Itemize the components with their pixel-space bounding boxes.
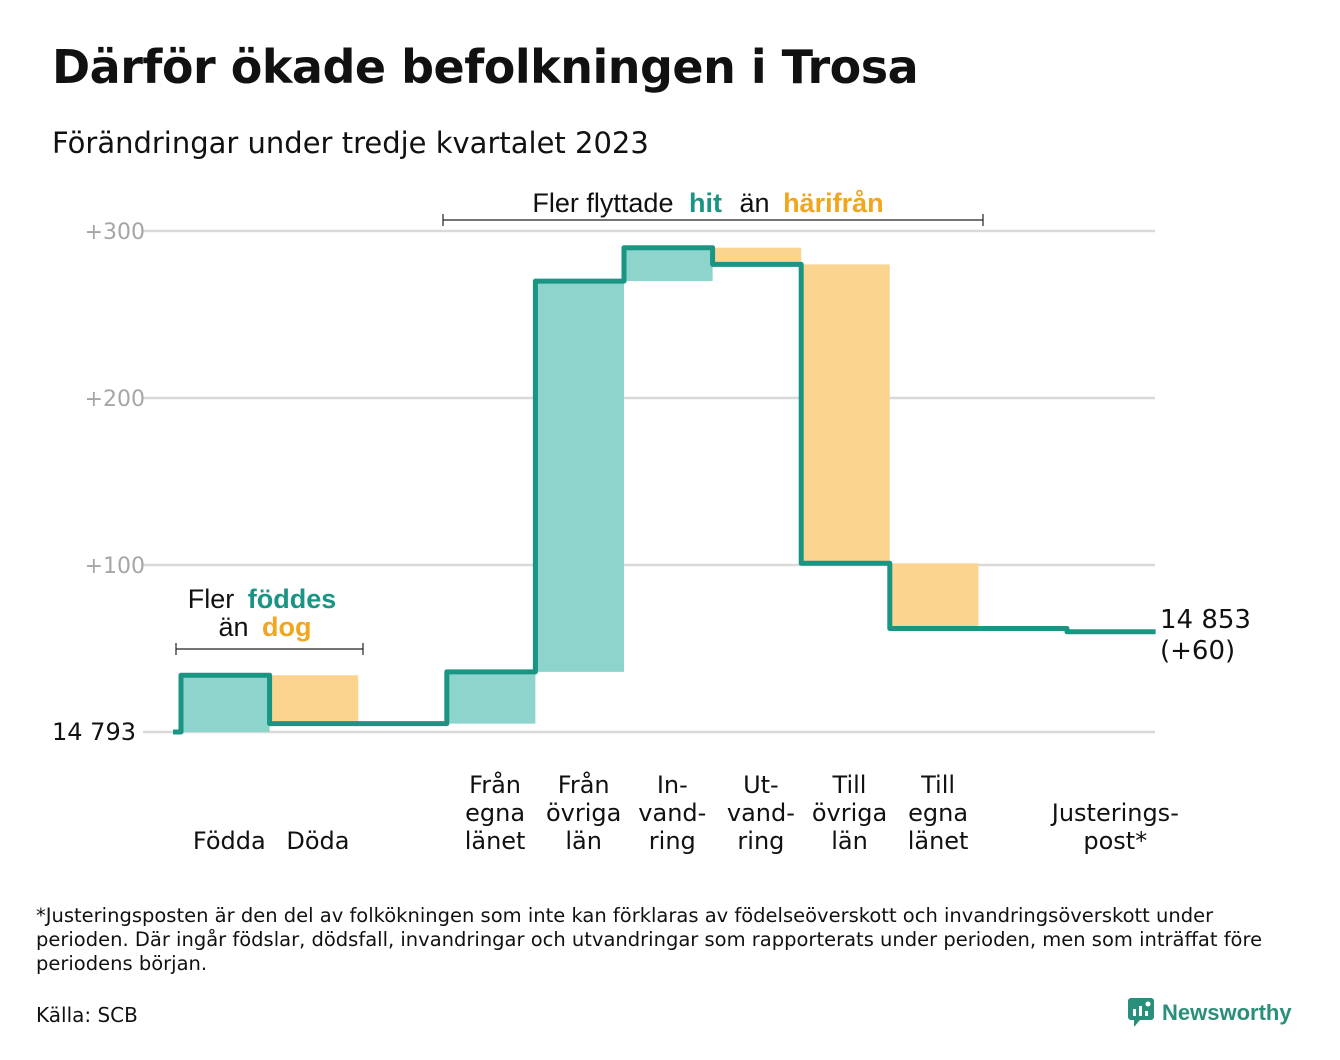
births-annotation-bracket: [175, 643, 364, 655]
start-value-label: 14 793: [52, 718, 136, 746]
newsworthy-logo-text: Newsworthy: [1162, 1000, 1292, 1025]
chart-title: Därför ökade befolkningen i Trosa: [52, 40, 919, 94]
category-label: län: [831, 827, 868, 855]
category-label: ring: [737, 827, 784, 855]
births-annotation-line2: än dog: [218, 612, 311, 642]
category-label: Till: [832, 771, 867, 799]
category-label: Från: [558, 770, 610, 799]
bar-6: [712, 247, 802, 265]
births-annotation-middle: än: [218, 612, 248, 642]
births-annotation-line1: Fler föddes: [188, 584, 337, 614]
y-tick-label: +300: [85, 220, 145, 245]
migration-annotation-middle: än: [740, 188, 770, 218]
migration-annotation-highlight: hit: [689, 188, 722, 218]
category-label: län: [565, 827, 602, 855]
category-label: ring: [649, 827, 696, 855]
newsworthy-logo-icon: [1128, 998, 1154, 1027]
category-label: In-: [657, 771, 688, 799]
category-label: Till: [920, 771, 955, 799]
births-annotation-prefix: Fler: [188, 584, 235, 614]
migration-annotation-bracket: [442, 214, 984, 226]
migration-annotation: Fler flyttade hit än härifrån: [532, 188, 883, 218]
bar-4: [535, 281, 624, 672]
bars-layer: [181, 247, 979, 732]
category-label: Döda: [286, 827, 349, 855]
category-label: länet: [908, 827, 969, 855]
line-layer: [173, 245, 1156, 735]
category-label: Från: [469, 770, 521, 799]
bar-3: [446, 671, 536, 724]
source-label: Källa: SCB: [36, 1003, 138, 1027]
category-label: egna: [465, 799, 525, 827]
bar-0: [181, 675, 270, 732]
category-label: Födda: [193, 827, 266, 855]
grid-layer: [143, 229, 1155, 734]
bar-7: [801, 264, 890, 564]
y-tick-label: +100: [85, 554, 145, 579]
chart-subtitle: Förändringar under tredje kvartalet 2023: [52, 126, 649, 160]
end-value-label: 14 853: [1160, 605, 1251, 635]
footnote: *Justeringsposten är den del av folkökni…: [36, 904, 1263, 975]
category-label: Ut-: [743, 771, 779, 799]
category-label: post*: [1083, 827, 1147, 855]
category-label: vand-: [727, 799, 795, 827]
y-tick-label: +200: [85, 387, 145, 412]
category-label: länet: [465, 827, 526, 855]
category-label: Justerings-: [1050, 799, 1179, 827]
births-annotation-highlight: föddes: [248, 584, 337, 614]
annotations-layer: Fler föddes än dog Fler flyttade hit än …: [175, 188, 984, 655]
category-label: övriga: [546, 799, 621, 827]
migration-annotation-prefix: Fler flyttade: [532, 188, 673, 218]
deaths-annotation-highlight: dog: [262, 612, 311, 642]
bar-1: [269, 675, 359, 724]
bar-5: [624, 247, 713, 282]
migration-annotation-highlight2: härifrån: [783, 188, 884, 218]
bar-8: [889, 563, 979, 629]
newsworthy-logo[interactable]: Newsworthy: [1128, 998, 1292, 1028]
category-label: övriga: [812, 799, 887, 827]
cumulative-step-line: [173, 245, 1156, 735]
end-change-label: (+60): [1160, 636, 1235, 666]
category-label: vand-: [638, 799, 706, 827]
category-label: egna: [908, 799, 968, 827]
